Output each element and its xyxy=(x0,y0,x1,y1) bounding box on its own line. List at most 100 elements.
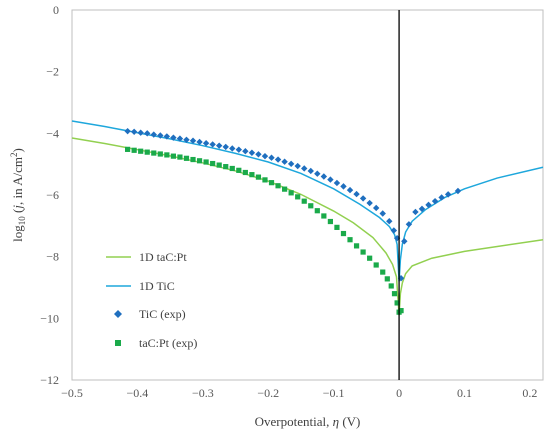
legend-swatch-tic-exp xyxy=(114,310,122,318)
data-point-tic-exp xyxy=(170,134,177,141)
data-point-tac-pt-exp xyxy=(144,149,150,155)
data-point-tic-exp xyxy=(157,132,164,139)
y-tick-label: −8 xyxy=(46,250,59,264)
x-tick-label: −0.5 xyxy=(61,386,83,400)
data-point-tic-exp xyxy=(438,194,445,201)
data-point-tac-pt-exp xyxy=(236,167,242,173)
data-point-tac-pt-exp xyxy=(321,213,327,219)
data-point-tac-pt-exp xyxy=(384,276,390,282)
data-point-tic-exp xyxy=(372,204,380,212)
legend-label-tac-pt-exp: taC:Pt (exp) xyxy=(139,336,197,350)
data-point-tic-exp xyxy=(144,130,151,137)
data-point-tic-exp xyxy=(340,183,347,190)
data-point-tac-pt-exp xyxy=(347,237,353,243)
data-point-tic-exp xyxy=(412,208,419,216)
data-point-tic-exp xyxy=(353,190,360,198)
data-point-tic-exp xyxy=(248,149,256,156)
data-point-tic-exp xyxy=(431,197,439,205)
data-point-tic-exp xyxy=(196,138,203,146)
y-tick-label: 0 xyxy=(53,3,59,17)
x-tick-label: −0.2 xyxy=(257,386,279,400)
data-point-tac-pt-exp xyxy=(388,283,394,289)
data-point-tac-pt-exp xyxy=(157,151,163,157)
data-point-tic-exp xyxy=(454,187,462,195)
data-point-tic-exp xyxy=(202,140,210,147)
data-point-tic-exp xyxy=(366,199,373,207)
data-point-tac-pt-exp xyxy=(314,208,320,214)
data-point-tic-exp xyxy=(242,148,249,155)
data-point-tac-pt-exp xyxy=(398,308,404,314)
data-point-tac-pt-exp xyxy=(391,291,398,297)
data-point-tac-pt-exp xyxy=(242,169,248,176)
data-point-tic-exp xyxy=(301,165,308,172)
data-point-tac-pt-exp xyxy=(380,269,386,275)
data-point-tac-pt-exp xyxy=(288,190,294,196)
plot-frame xyxy=(71,9,544,381)
data-point-tac-pt-exp xyxy=(334,224,340,230)
data-point-tac-pt-exp xyxy=(262,177,268,183)
series-markers-tac-pt-exp xyxy=(125,146,404,315)
x-tick-label: 0.1 xyxy=(457,386,472,400)
data-point-tac-pt-exp xyxy=(360,249,366,255)
data-point-tic-exp xyxy=(405,221,413,228)
data-point-tac-pt-exp xyxy=(268,180,275,186)
legend-entry-tic-exp: TiC (exp) xyxy=(114,307,186,321)
data-point-tac-pt-exp xyxy=(340,230,347,237)
data-point-tic-exp xyxy=(222,143,229,151)
data-point-tic-exp xyxy=(255,151,262,158)
data-point-tac-pt-exp xyxy=(125,146,131,152)
data-point-tic-exp xyxy=(163,133,171,140)
legend-entry-1d-tac-pt: 1D taC:Pt xyxy=(106,250,187,264)
data-point-tac-pt-exp xyxy=(255,174,262,180)
data-point-tic-exp xyxy=(401,238,408,245)
data-point-tic-exp xyxy=(215,142,223,149)
data-point-tac-pt-exp xyxy=(190,156,196,163)
x-tick-label: −0.4 xyxy=(127,386,149,400)
data-point-tac-pt-exp xyxy=(223,164,229,170)
y-tick-label: −10 xyxy=(40,311,59,325)
x-tick-label: −0.3 xyxy=(192,386,214,400)
data-point-tac-pt-exp xyxy=(183,155,190,161)
x-axis-title: Overpotential, η (V) xyxy=(255,414,361,429)
data-point-tic-exp xyxy=(268,154,275,161)
data-point-tac-pt-exp xyxy=(394,300,400,306)
y-axis-ticks: 0 −2 −4 −6 −8 −10 −12 xyxy=(40,3,59,387)
data-point-tac-pt-exp xyxy=(196,158,203,164)
data-point-tac-pt-exp xyxy=(367,255,373,261)
data-point-tic-exp xyxy=(287,160,295,168)
data-point-tic-exp xyxy=(261,152,269,160)
data-point-tic-exp xyxy=(130,128,138,135)
plot-area xyxy=(71,9,544,381)
legend: 1D taC:Pt 1D TiC TiC (exp) taC:Pt (exp) xyxy=(106,250,197,350)
data-point-tac-pt-exp xyxy=(373,262,379,268)
data-point-tac-pt-exp xyxy=(216,162,222,168)
data-point-tic-exp xyxy=(444,191,452,198)
legend-swatch-tac-pt-exp xyxy=(115,340,121,346)
data-point-tic-exp xyxy=(390,227,398,234)
x-tick-label: 0 xyxy=(396,386,402,400)
data-point-tic-exp xyxy=(346,186,354,194)
data-point-tac-pt-exp xyxy=(353,243,360,249)
data-point-tac-pt-exp xyxy=(170,153,176,159)
data-point-tac-pt-exp xyxy=(229,165,235,172)
data-point-tac-pt-exp xyxy=(131,147,137,153)
data-point-tic-exp xyxy=(189,137,197,144)
data-point-tac-pt-exp xyxy=(275,183,281,189)
data-point-tac-pt-exp xyxy=(327,218,333,225)
x-tick-label: −0.1 xyxy=(323,386,345,400)
data-point-tic-exp xyxy=(150,131,157,138)
data-point-tic-exp xyxy=(327,176,334,183)
data-point-tic-exp xyxy=(235,146,243,153)
data-point-tic-exp xyxy=(320,173,328,180)
x-tick-label: 0.2 xyxy=(522,386,537,400)
data-point-tac-pt-exp xyxy=(203,159,209,165)
legend-entry-1d-tic: 1D TiC xyxy=(106,279,175,293)
data-point-tic-exp xyxy=(359,195,367,202)
data-point-tic-exp xyxy=(281,158,288,165)
data-point-tic-exp xyxy=(333,179,341,187)
data-point-tic-exp xyxy=(418,205,426,213)
legend-label-1d-tac-pt: 1D taC:Pt xyxy=(139,250,187,264)
y-tick-label: −12 xyxy=(40,373,59,387)
y-tick-label: −6 xyxy=(46,188,59,202)
